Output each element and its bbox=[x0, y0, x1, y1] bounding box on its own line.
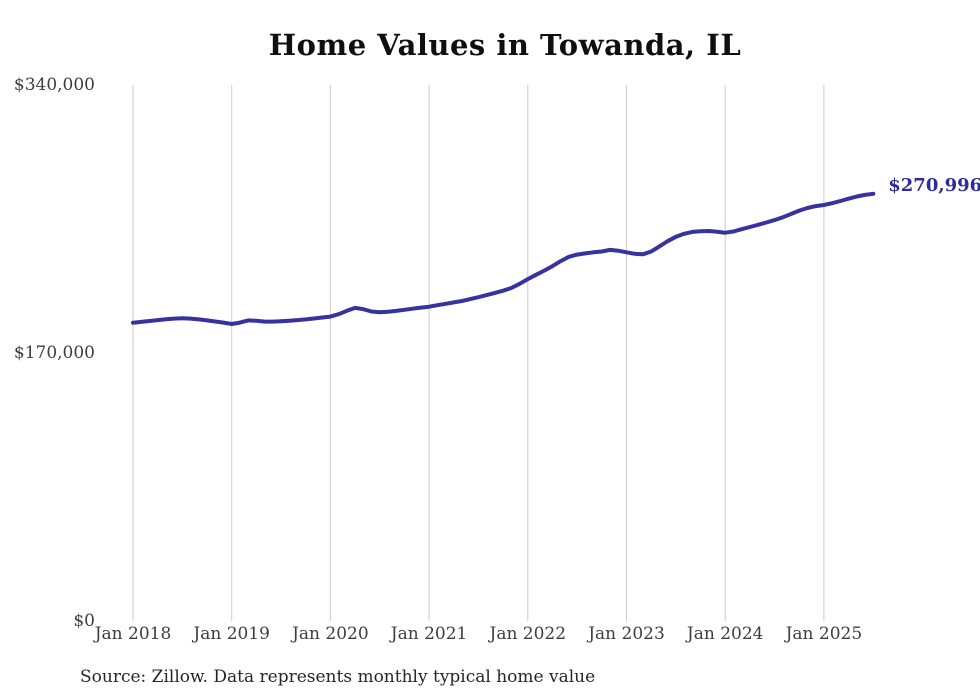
y-tick-label: $340,000 bbox=[13, 75, 95, 95]
x-tick-label: Jan 2022 bbox=[489, 624, 567, 644]
x-tick-label: Jan 2018 bbox=[94, 624, 172, 644]
home-value-line bbox=[131, 191, 876, 326]
latest-value-label: $270,996 bbox=[888, 174, 980, 196]
y-tick-label: $170,000 bbox=[13, 343, 95, 363]
x-tick-label: Jan 2024 bbox=[686, 624, 764, 644]
x-tick-label: Jan 2019 bbox=[193, 624, 270, 644]
x-tick-label: Jan 2023 bbox=[588, 624, 665, 644]
x-tick-label: Jan 2020 bbox=[292, 624, 369, 644]
chart-title: Home Values in Towanda, IL bbox=[268, 28, 742, 62]
gridlines bbox=[132, 85, 825, 621]
y-tick-label: $0 bbox=[73, 611, 95, 631]
x-tick-label: Jan 2025 bbox=[785, 624, 863, 644]
source-note: Source: Zillow. Data represents monthly … bbox=[80, 667, 596, 687]
x-tick-label: Jan 2021 bbox=[390, 624, 468, 644]
